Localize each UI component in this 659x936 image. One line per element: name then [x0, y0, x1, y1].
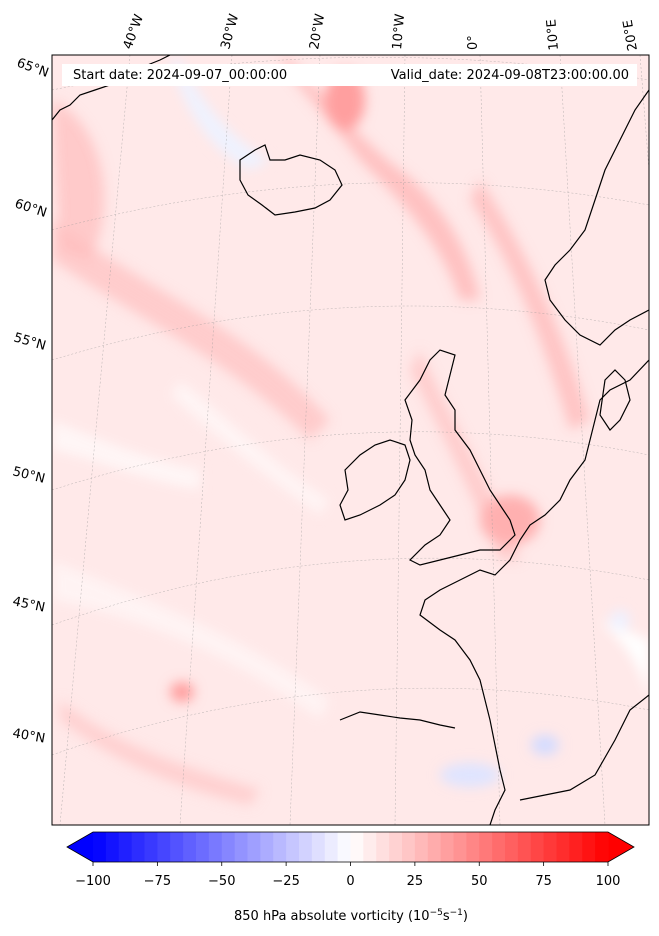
colorbar-level: [492, 832, 506, 862]
colorbar-level: [595, 832, 609, 862]
colorbar-level: [208, 832, 223, 862]
latitude-labels: 65°N 60°N 55°N 50°N 45°N 40°N: [11, 56, 51, 747]
header-strip: [62, 64, 637, 86]
colorbar-level: [402, 832, 416, 862]
coastline-ireland: [339, 439, 411, 521]
colorbar-level: [440, 832, 455, 862]
lon-label: 20°E: [621, 19, 641, 52]
lon-label: 40°W: [121, 12, 147, 51]
coastline-iceland: [239, 144, 343, 216]
colorbar-extend-high: [608, 832, 634, 862]
lat-label: 60°N: [13, 197, 49, 221]
lat-label: 65°N: [15, 56, 51, 81]
coastline-great-britain: [404, 349, 516, 566]
colorbar-tick-label: 50: [471, 874, 488, 889]
colorbar-tick-label: −25: [272, 874, 299, 889]
vorticity-field-background: [52, 55, 649, 825]
colorbar-level: [144, 832, 158, 862]
colorbar-level: [363, 832, 377, 862]
start-date-label: Start date: 2024-09-07_00:00:00: [73, 68, 287, 83]
colorbar: −100 −75 −50 −25 0 25 50 75 100: [66, 831, 635, 889]
colorbar-level: [582, 832, 596, 862]
colorbar-level: [376, 832, 390, 862]
colorbar-level: [453, 832, 467, 862]
colorbar-level: [273, 832, 287, 862]
colorbar-level: [221, 832, 236, 862]
colorbar-level: [530, 832, 545, 862]
colorbar-level: [324, 832, 339, 862]
colorbar-tick-label: 25: [407, 874, 424, 889]
coastline-continent: [419, 359, 649, 825]
colorbar-level: [556, 832, 570, 862]
lat-label: 40°N: [11, 726, 46, 746]
map-area: Start date: 2024-09-07_00:00:00 Valid_da…: [52, 55, 649, 825]
colorbar-level: [337, 832, 352, 862]
vorticity-field-features: [52, 60, 649, 805]
coastline-norway: [544, 89, 649, 346]
colorbar-tick-label: −50: [208, 874, 235, 889]
colorbar-level: [389, 832, 403, 862]
lon-label: 20°W: [307, 13, 328, 51]
colorbar-tick-label: 0: [346, 874, 354, 889]
colorbar-level: [569, 832, 583, 862]
coastline-denmark: [599, 369, 631, 431]
colorbar-level: [118, 832, 133, 862]
lon-label: 30°W: [218, 12, 242, 51]
colorbar-level: [427, 832, 442, 862]
colorbar-level: [543, 832, 558, 862]
colorbar-level: [311, 832, 326, 862]
lon-label: 0°: [466, 35, 481, 50]
colorbar-level: [517, 832, 532, 862]
colorbar-tick-label: 75: [535, 874, 552, 889]
colorbar-level: [247, 832, 261, 862]
lon-label: 10°E: [544, 19, 562, 51]
colorbar-label: 850 hPa absolute vorticity (10−5s−1): [234, 908, 468, 924]
colorbar-level: [196, 832, 210, 862]
lat-label: 50°N: [11, 464, 46, 486]
map-frame: [51, 54, 650, 826]
lat-label: 55°N: [12, 330, 48, 353]
lon-label: 10°W: [390, 13, 408, 50]
colorbar-tick-label: −75: [144, 874, 171, 889]
graticule: [52, 55, 649, 825]
colorbar-level: [105, 832, 120, 862]
colorbar-level: [466, 832, 480, 862]
colorbar-level: [414, 832, 429, 862]
colorbar-level: [260, 832, 274, 862]
colorbar-tick-label: 100: [596, 874, 621, 889]
colorbar-level: [131, 832, 146, 862]
colorbar-level: [183, 832, 197, 862]
colorbar-level: [505, 832, 519, 862]
colorbar-level: [350, 832, 364, 862]
colorbar-level: [479, 832, 493, 862]
colorbar-level: [299, 832, 313, 862]
colorbar-tick-label: −100: [75, 874, 111, 889]
coastline-africa: [519, 694, 649, 801]
longitude-labels: 40°W 30°W 20°W 10°W 0° 10°E 20°E: [121, 12, 641, 52]
lat-label: 45°N: [11, 594, 46, 615]
colorbar-extend-low: [67, 832, 93, 862]
coastlines: [52, 55, 649, 825]
coastline-iberia-north: [339, 711, 456, 729]
colorbar-level: [157, 832, 171, 862]
colorbar-level: [170, 832, 184, 862]
colorbar-level: [93, 832, 107, 862]
valid-date-label: Valid_date: 2024-09-08T23:00:00.00: [391, 68, 629, 83]
colorbar-level: [234, 832, 249, 862]
colorbar-level: [286, 832, 300, 862]
